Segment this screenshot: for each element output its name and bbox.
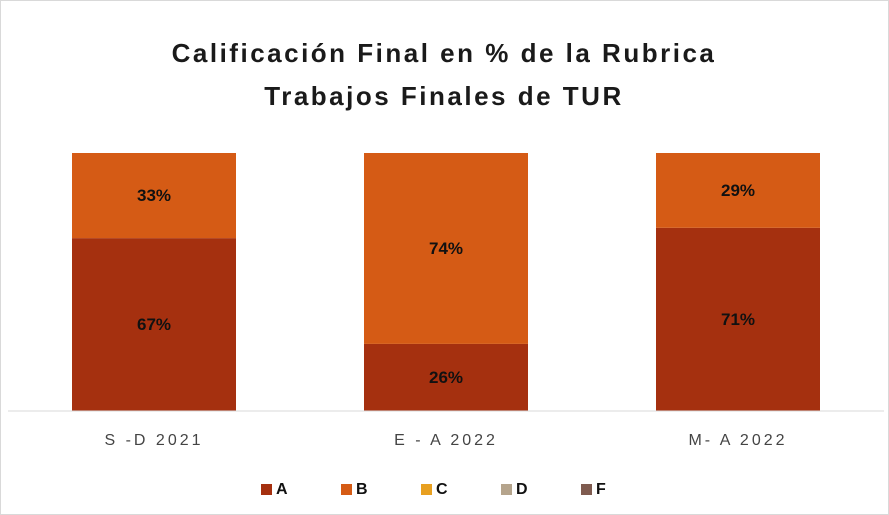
bar-segment — [656, 227, 820, 411]
legend-swatch — [501, 484, 512, 495]
legend-label: B — [356, 481, 368, 498]
data-label: 67% — [137, 315, 171, 334]
bar-segment — [364, 343, 528, 411]
legend-label: A — [276, 481, 288, 498]
legend-swatch — [341, 484, 352, 495]
bar-segment — [72, 153, 236, 239]
data-label: 33% — [137, 186, 171, 205]
chart-title: Trabajos Finales de TUR — [264, 81, 623, 111]
legend-swatch — [581, 484, 592, 495]
legend-label: D — [516, 481, 528, 498]
bar-segment — [364, 153, 528, 344]
legend-swatch — [421, 484, 432, 495]
bar-segment — [72, 238, 236, 411]
data-label: 71% — [721, 310, 755, 329]
data-label: 26% — [429, 368, 463, 387]
chart-title: Calificación Final en % de la Rubrica — [172, 38, 717, 68]
x-tick-label: S -D 2021 — [104, 432, 203, 449]
data-label: 74% — [429, 239, 463, 258]
legend-swatch — [261, 484, 272, 495]
data-label: 29% — [721, 181, 755, 200]
x-tick-label: M- A 2022 — [688, 432, 787, 449]
x-tick-label: E - A 2022 — [394, 432, 498, 449]
bar-segment — [656, 153, 820, 228]
legend-label: C — [436, 481, 448, 498]
legend-label: F — [596, 481, 606, 498]
